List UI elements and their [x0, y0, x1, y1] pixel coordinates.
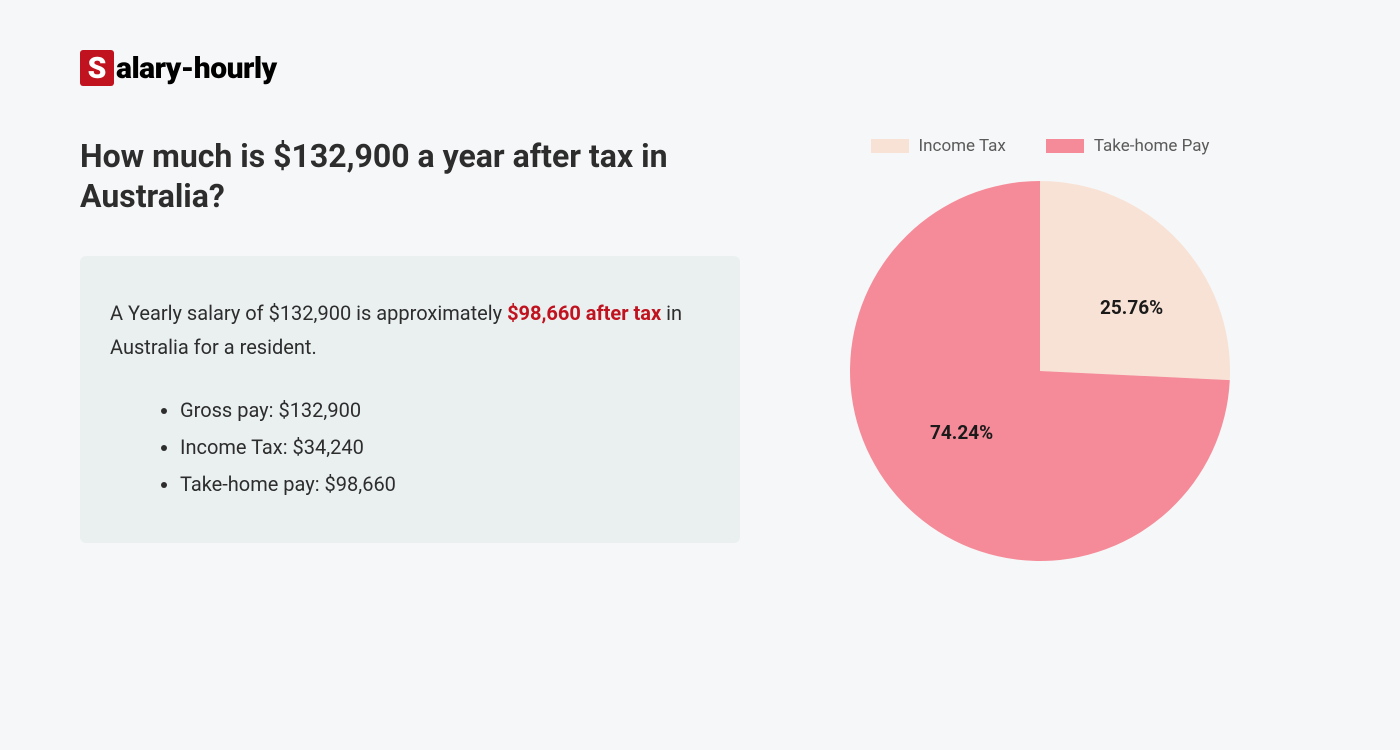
pie-chart: 25.76% 74.24% [850, 181, 1230, 561]
summary-highlight: $98,660 after tax [507, 301, 661, 325]
pie-label-tax: 25.76% [1100, 296, 1163, 319]
site-logo: S alary-hourly [80, 50, 1320, 86]
bullet-tax: Income Tax: $34,240 [180, 429, 710, 466]
chart-legend: Income Tax Take-home Pay [871, 136, 1210, 156]
legend-label-takehome: Take-home Pay [1094, 136, 1210, 156]
left-column: How much is $132,900 a year after tax in… [80, 136, 740, 543]
logo-badge: S [80, 50, 114, 86]
summary-box: A Yearly salary of $132,900 is approxima… [80, 256, 740, 543]
summary-prefix: A Yearly salary of $132,900 is approxima… [110, 301, 507, 325]
pie-svg [850, 181, 1230, 561]
legend-item-takehome: Take-home Pay [1046, 136, 1210, 156]
page-headline: How much is $132,900 a year after tax in… [80, 136, 740, 216]
legend-item-tax: Income Tax [871, 136, 1006, 156]
bullet-takehome: Take-home pay: $98,660 [180, 466, 710, 503]
bullet-gross: Gross pay: $132,900 [180, 392, 710, 429]
legend-swatch-takehome [1046, 139, 1084, 153]
summary-bullets: Gross pay: $132,900 Income Tax: $34,240 … [110, 392, 710, 503]
logo-text: alary-hourly [116, 51, 277, 86]
summary-text: A Yearly salary of $132,900 is approxima… [110, 296, 710, 364]
main-content: How much is $132,900 a year after tax in… [80, 136, 1320, 561]
right-column: Income Tax Take-home Pay 25.76% 74.24% [820, 136, 1260, 561]
legend-label-tax: Income Tax [919, 136, 1006, 156]
pie-label-takehome: 74.24% [930, 421, 993, 444]
legend-swatch-tax [871, 139, 909, 153]
